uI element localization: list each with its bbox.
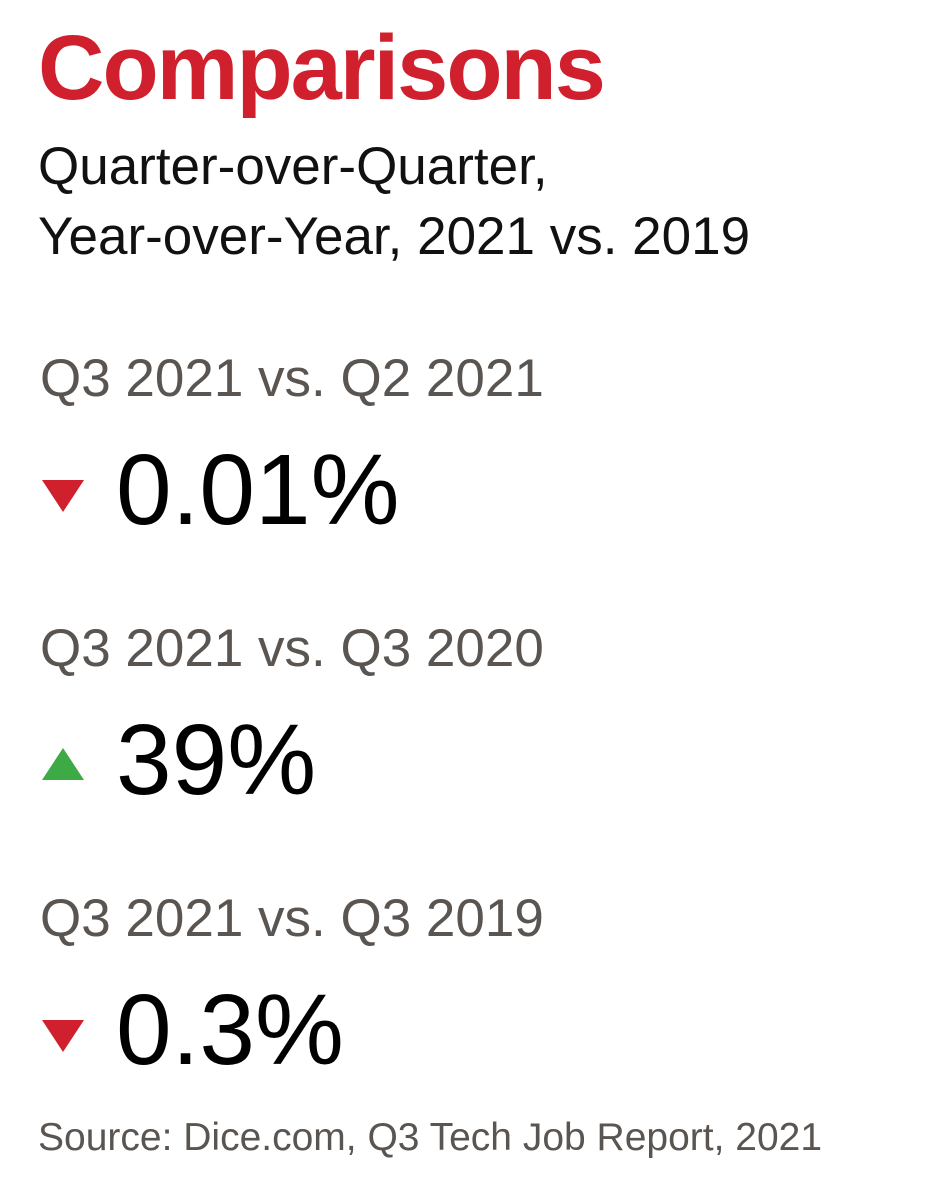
trend-arrow [42,1020,84,1052]
comparison-value: 0.01% [116,434,400,546]
source: Source: Dice.com, Q3 Tech Job Report, 20… [38,1116,823,1159]
subtitle: Year-over-Year, 2021 vs. 2019 [38,207,751,266]
title: Comparisons [38,17,606,119]
comparison-value: 0.3% [116,974,344,1086]
trend-triangle [42,480,84,512]
trend-triangle [42,748,84,780]
trend-arrow [42,748,84,780]
comparison-label: Q3 2021 vs. Q2 2021 [40,349,544,408]
trend-triangle [42,1020,84,1052]
comparison-value: 39% [116,704,317,816]
subtitle: Quarter-over-Quarter, [38,137,548,196]
comparison-label: Q3 2021 vs. Q3 2019 [40,889,544,948]
comparison-label: Q3 2021 vs. Q3 2020 [40,619,544,678]
trend-arrow [42,480,84,512]
